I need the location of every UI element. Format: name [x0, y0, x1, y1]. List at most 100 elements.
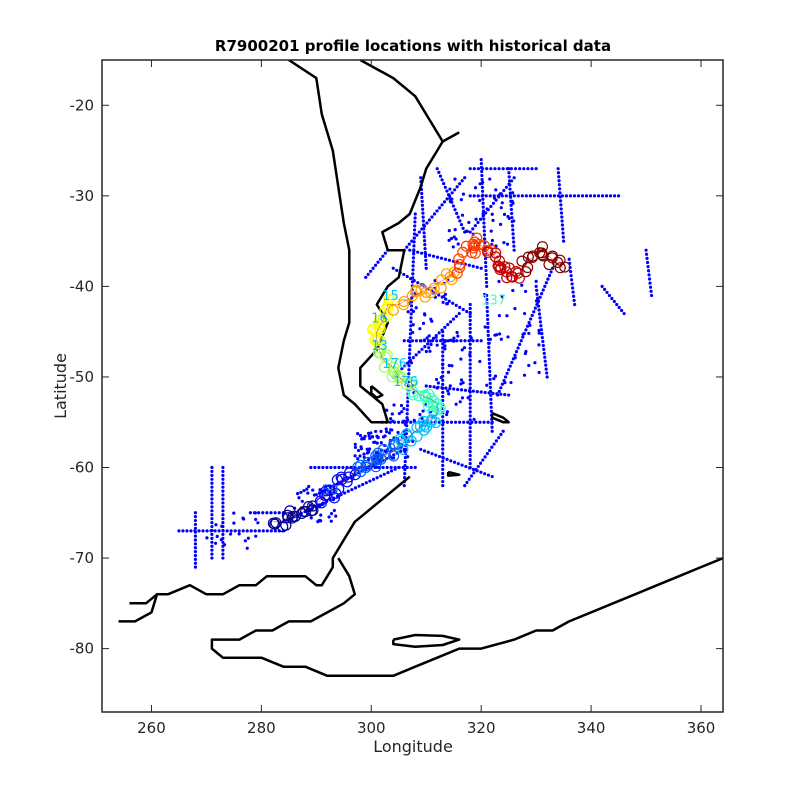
historical-point [604, 194, 609, 198]
profile-marker [407, 389, 419, 401]
historical-point [490, 445, 494, 449]
historical-point [440, 386, 444, 390]
historical-point [534, 299, 539, 303]
historical-point [499, 337, 503, 341]
historical-point [358, 433, 363, 438]
historical-point [468, 326, 472, 330]
historical-point [427, 334, 431, 338]
historical-point [512, 244, 516, 248]
x-tick-label: 300 [357, 719, 386, 737]
historical-point [562, 239, 566, 243]
historical-point [376, 435, 380, 440]
historical-point [547, 273, 552, 278]
historical-point [221, 465, 225, 470]
historical-point [480, 177, 484, 182]
historical-point [402, 476, 407, 480]
historical-point [461, 192, 466, 196]
historical-point [462, 420, 466, 424]
historical-point [356, 448, 361, 453]
coastline-ross-sea-edge [118, 593, 159, 623]
historical-point [499, 392, 503, 396]
historical-point [425, 336, 429, 340]
historical-point [530, 167, 534, 171]
historical-point [533, 306, 537, 310]
historical-point [468, 362, 472, 366]
historical-point [381, 254, 385, 258]
historical-point [407, 372, 411, 376]
historical-point [527, 331, 531, 335]
historical-point [510, 224, 515, 228]
historical-point [414, 339, 419, 343]
historical-point [456, 242, 460, 246]
historical-point [375, 465, 379, 469]
historical-point [471, 227, 475, 231]
historical-point [424, 252, 428, 256]
historical-point [441, 451, 445, 455]
historical-point [488, 369, 492, 373]
historical-point [471, 389, 475, 393]
y-tick-label: -70 [70, 549, 95, 567]
historical-point [221, 469, 225, 474]
historical-point [452, 387, 456, 391]
profile-marker [377, 444, 389, 456]
historical-point [468, 457, 472, 462]
profile-marker [473, 238, 485, 251]
historical-point [487, 341, 491, 345]
historical-point [193, 542, 198, 546]
profile-marker [387, 365, 400, 377]
historical-point [600, 284, 604, 288]
historical-point [605, 290, 609, 295]
historical-point [649, 293, 654, 298]
historical-point [435, 386, 439, 390]
historical-point [441, 354, 445, 358]
historical-point [277, 511, 281, 515]
historical-point [448, 384, 452, 388]
historical-point [396, 420, 401, 424]
historical-point [297, 496, 301, 500]
historical-point [468, 442, 472, 446]
historical-point [366, 272, 370, 276]
historical-point [311, 488, 315, 492]
historical-point [434, 335, 438, 339]
historical-point [221, 517, 225, 521]
historical-point [221, 528, 225, 533]
profile-marker [418, 424, 430, 436]
historical-point [449, 320, 453, 324]
historical-point [405, 412, 409, 416]
historical-point [497, 389, 501, 394]
historical-point [392, 403, 396, 407]
historical-point [424, 262, 428, 266]
historical-point [424, 266, 428, 270]
profile-marker [419, 390, 431, 402]
historical-point [542, 347, 546, 351]
historical-point [505, 371, 509, 375]
historical-point [463, 388, 468, 392]
historical-point [468, 430, 472, 434]
historical-point [617, 305, 621, 310]
historical-point [382, 472, 386, 476]
historical-point [576, 194, 581, 198]
historical-point [461, 226, 465, 230]
historical-point [446, 370, 451, 374]
historical-point [371, 266, 375, 270]
profile-marker [454, 261, 466, 274]
historical-point [391, 266, 395, 270]
historical-point [557, 179, 561, 183]
historical-point [365, 447, 369, 451]
historical-point [510, 211, 514, 216]
historical-point [205, 529, 209, 533]
historical-point [442, 294, 446, 299]
historical-point [185, 529, 189, 533]
historical-point [210, 552, 214, 556]
historical-point [221, 497, 225, 501]
profile-marker [370, 453, 382, 465]
historical-point [232, 511, 236, 515]
historical-point [545, 375, 549, 379]
historical-point [494, 188, 498, 192]
historical-point [431, 339, 435, 343]
profile-marker [506, 271, 519, 283]
profile-marker [370, 461, 382, 473]
historical-point [468, 410, 472, 414]
historical-point [405, 408, 409, 412]
historical-point [193, 522, 198, 527]
